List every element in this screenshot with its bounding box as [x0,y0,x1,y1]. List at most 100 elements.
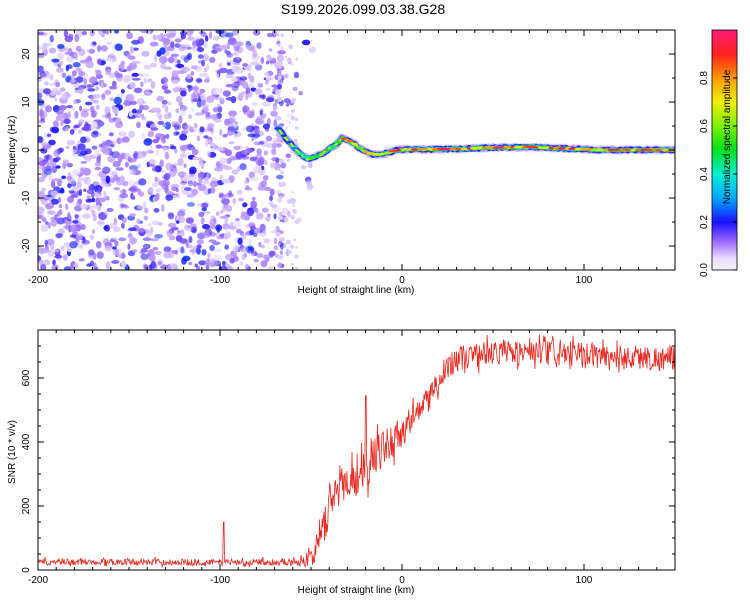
noise-blob [55,81,61,88]
noise-blob [121,216,127,224]
noise-blob [78,188,83,196]
noise-blob [217,96,226,100]
noise-blob [39,108,44,116]
noise-blob [124,161,129,168]
noise-blob [277,215,284,220]
noise-blob [262,123,271,130]
noise-blob [94,161,101,167]
noise-blob [280,170,284,175]
noise-blob [242,202,248,208]
noise-blob [56,217,65,225]
noise-blob [149,254,156,262]
noise-blob [259,232,267,238]
noise-blob [86,195,91,199]
noise-blob [186,73,192,80]
ridge-peak [553,146,561,150]
noise-blob [82,213,91,219]
noise-blob [287,210,291,218]
noise-blob [80,136,87,144]
noise-blob [284,73,289,79]
noise-blob [142,237,152,242]
noise-blob [224,149,232,157]
noise-blob [118,131,127,137]
colorbar-tick-label: 0.8 [699,71,710,85]
noise-blob [96,58,102,65]
noise-blob [78,258,85,262]
colorbar-tick-label: 0.6 [699,119,710,133]
noise-blob [189,166,197,175]
noise-blob [188,244,193,249]
noise-blob [149,226,154,235]
noise-blob [72,145,77,151]
noise-blob [95,197,100,205]
noise-blob [216,73,220,79]
noise-blob [61,175,66,180]
noise-blob [270,110,278,117]
noise-blob [231,169,239,175]
noise-blob [67,178,76,185]
noise-blob [262,175,269,181]
noise-blob [206,150,211,157]
noise-blob [112,80,117,88]
noise-blob [197,184,207,192]
noise-blob [113,226,121,232]
ridge-peak [340,137,348,141]
snr-panel: -200 -100 0 100 0 200 400 600 Height of straig… [7,329,676,596]
noise-blob [72,220,79,224]
noise-blob [191,247,195,256]
noise-blob [72,169,81,177]
noise-blob [198,211,205,218]
noise-blob [190,188,199,196]
noise-blob [204,106,209,113]
noise-blob [237,222,241,226]
noise-blob [115,167,124,171]
noise-blob [277,97,283,102]
noise-blob [234,121,238,125]
noise-blob [210,127,214,133]
noise-blob [129,165,138,171]
noise-blob [132,108,137,114]
noise-blob [73,99,77,105]
noise-blob [200,93,207,101]
noise-blob [94,150,100,157]
noise-blob [118,237,127,242]
ridge-peak [280,134,287,137]
noise-blob [179,238,188,244]
noise-blob [212,35,220,41]
noise-blob [53,149,61,157]
noise-blob [221,198,231,205]
ridge-peak [531,146,539,149]
noise-blob [52,259,56,266]
noise-blob [58,113,65,121]
noise-blob [308,161,313,169]
noise-blob [131,195,136,200]
noise-blob [130,185,138,193]
noise-blob [59,187,65,194]
noise-blob [149,41,159,47]
noise-blob [80,203,89,210]
noise-blob [82,167,92,176]
noise-blob [112,246,117,250]
noise-blob [172,87,180,93]
noise-blob [198,160,204,167]
noise-blob [86,263,92,267]
noise-blob [173,131,179,136]
noise-blob [175,96,183,103]
noise-blob [147,130,155,138]
ridge-peak [602,148,609,152]
noise-blob [191,226,197,234]
noise-blob [154,165,162,173]
noise-blob [63,30,68,38]
noise-blob [235,228,242,234]
noise-blob [273,106,278,110]
noise-blob [205,76,210,82]
noise-blob [227,265,234,270]
noise-blob [232,51,239,56]
noise-blob [233,133,240,138]
ridge-peak [623,148,633,152]
noise-blob [209,218,217,226]
noise-blob [69,79,76,83]
noise-blob [285,126,288,130]
noise-blob [162,37,170,46]
noise-blob [278,65,282,69]
